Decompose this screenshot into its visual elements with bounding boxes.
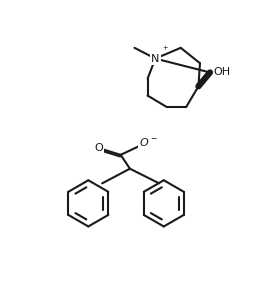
- Text: $O^-$: $O^-$: [139, 136, 158, 148]
- Text: $^+$: $^+$: [161, 46, 169, 55]
- Text: OH: OH: [213, 67, 230, 78]
- Text: O: O: [94, 143, 103, 153]
- Text: N: N: [151, 53, 160, 64]
